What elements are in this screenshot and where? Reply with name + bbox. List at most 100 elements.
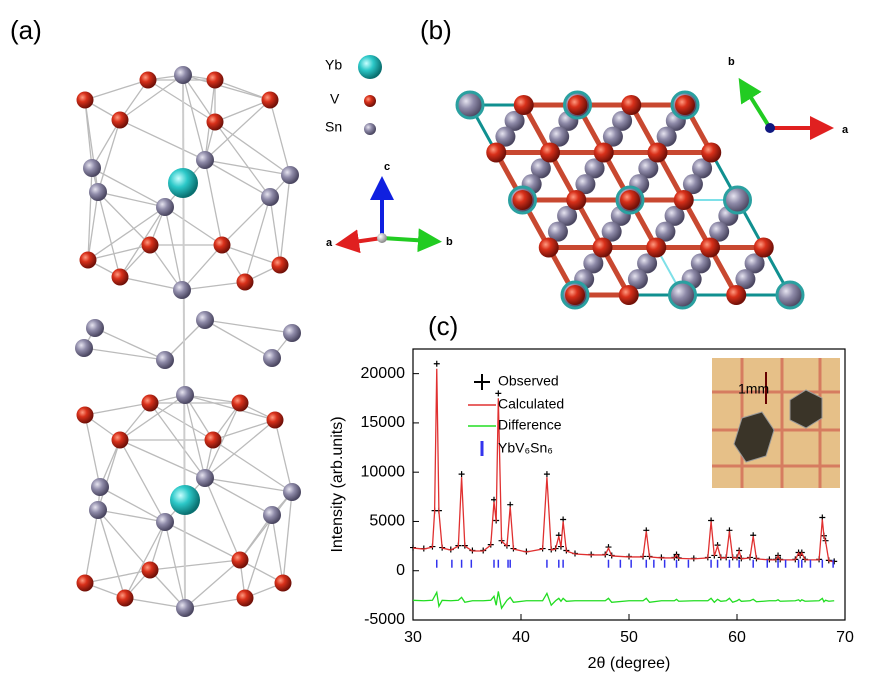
bond <box>149 559 241 571</box>
legend-label: Yb <box>325 57 342 73</box>
atom <box>692 158 713 179</box>
atom <box>76 406 94 424</box>
observed-point <box>458 471 465 478</box>
bond <box>84 79 149 101</box>
series-line <box>412 590 835 610</box>
atom <box>261 91 279 109</box>
bond <box>212 439 293 493</box>
bond <box>99 486 166 523</box>
atom <box>111 268 129 286</box>
panel-label: (b) <box>420 15 452 45</box>
atom <box>263 506 281 524</box>
atom <box>690 253 711 274</box>
bond <box>94 327 166 361</box>
atom <box>91 478 109 496</box>
atom <box>206 71 224 89</box>
bond <box>214 121 271 198</box>
atom <box>213 236 231 254</box>
atom <box>176 599 194 617</box>
y-tick-label: 10000 <box>361 463 406 480</box>
bond <box>204 477 273 516</box>
atom <box>173 281 191 299</box>
atom <box>231 551 249 569</box>
atom <box>176 386 194 404</box>
atom <box>283 483 301 501</box>
axis-origin <box>377 233 387 243</box>
atom <box>156 198 174 216</box>
atom <box>673 190 694 210</box>
legend-label: Difference <box>498 417 562 433</box>
atom <box>530 158 551 179</box>
bond <box>83 347 166 361</box>
atom <box>753 237 774 258</box>
atom <box>637 253 658 274</box>
atom-ring <box>455 90 485 120</box>
atom <box>76 574 94 592</box>
atom <box>602 126 623 147</box>
bond <box>279 174 291 266</box>
bond <box>204 319 273 359</box>
y-tick-label: -5000 <box>364 611 405 628</box>
bond <box>84 402 151 416</box>
atom <box>170 485 200 515</box>
atom <box>261 188 279 206</box>
atom <box>575 174 596 195</box>
atom <box>111 111 129 129</box>
y-tick-label: 20000 <box>361 365 406 382</box>
atom <box>236 273 254 291</box>
atom <box>557 205 578 226</box>
atom <box>646 237 667 258</box>
observed-point <box>433 360 440 367</box>
panel-label: (c) <box>428 311 458 341</box>
axis-name: b <box>728 56 735 68</box>
axis-arrow <box>335 229 383 254</box>
atom <box>701 142 722 163</box>
axis-name: a <box>842 124 849 136</box>
axis-name: c <box>384 161 390 173</box>
atom <box>83 159 101 177</box>
bond <box>269 99 291 176</box>
bond <box>181 281 246 291</box>
bond <box>119 119 206 161</box>
atom <box>655 221 676 242</box>
bond <box>204 477 241 561</box>
x-tick-label: 60 <box>728 629 746 646</box>
bond <box>214 121 291 176</box>
bond <box>204 99 271 161</box>
bond <box>124 521 166 599</box>
panel-a: (a) Yb V Sn c a b <box>10 15 453 617</box>
legend-label: Sn <box>325 119 342 135</box>
bond <box>91 119 121 169</box>
bond <box>204 159 271 198</box>
observed-point <box>543 471 550 478</box>
bond <box>184 394 206 479</box>
bond <box>164 319 206 361</box>
atom <box>495 126 516 147</box>
bond <box>274 419 293 493</box>
bond <box>221 196 271 246</box>
bond <box>97 509 151 571</box>
bond <box>204 419 276 479</box>
bond <box>271 514 284 584</box>
bond <box>97 119 121 193</box>
bond <box>119 394 186 441</box>
bond <box>84 99 99 193</box>
atom <box>196 311 214 329</box>
atom <box>156 513 174 531</box>
atom <box>116 589 134 607</box>
bond <box>147 79 216 123</box>
atom <box>263 349 281 367</box>
atom <box>281 166 299 184</box>
atom <box>231 394 249 412</box>
atom <box>141 561 159 579</box>
atom <box>75 339 93 357</box>
atom <box>76 91 94 109</box>
panel-label: (a) <box>10 15 42 45</box>
axis-name: a <box>326 237 333 249</box>
bond <box>182 74 186 609</box>
bond <box>184 597 246 609</box>
bond <box>181 244 223 291</box>
atom <box>274 574 292 592</box>
atom <box>735 269 756 290</box>
